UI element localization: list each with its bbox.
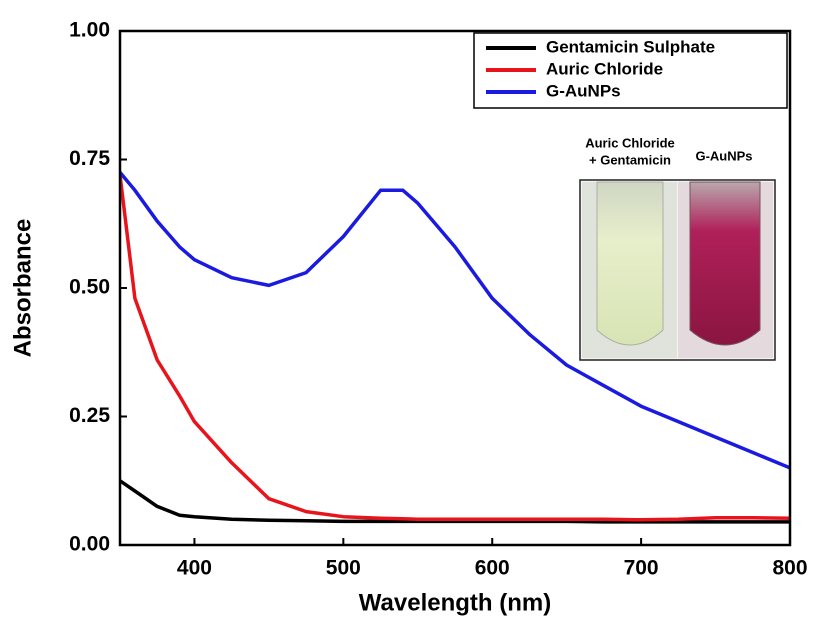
x-tick-label: 800	[772, 557, 807, 580]
annotation: G-AuNPs	[695, 148, 752, 163]
legend-label: Auric Chloride	[546, 59, 663, 78]
x-axis-label: Wavelength (nm)	[359, 589, 551, 616]
y-tick-label: 0.00	[69, 533, 110, 556]
y-axis-label: Absorbance	[9, 219, 36, 358]
chart: Auric Chloride + Gentamicin G-AuNPs Wave…	[0, 0, 814, 618]
series-line	[120, 481, 790, 522]
legend-label: Gentamicin Sulphate	[546, 37, 715, 56]
x-tick-label: 700	[624, 557, 659, 580]
y-tick-label: 1.00	[69, 19, 110, 42]
inset-photo	[580, 180, 775, 360]
legend-label: G-AuNPs	[546, 81, 621, 100]
y-tick-label: 0.75	[69, 147, 110, 170]
x-tick-label: 400	[177, 557, 212, 580]
annotation: + Gentamicin	[589, 152, 671, 167]
annotation: Auric Chloride	[585, 135, 675, 150]
y-tick-label: 0.50	[69, 276, 110, 299]
x-tick-label: 500	[326, 557, 361, 580]
x-tick-label: 600	[475, 557, 510, 580]
y-tick-label: 0.25	[69, 404, 110, 427]
